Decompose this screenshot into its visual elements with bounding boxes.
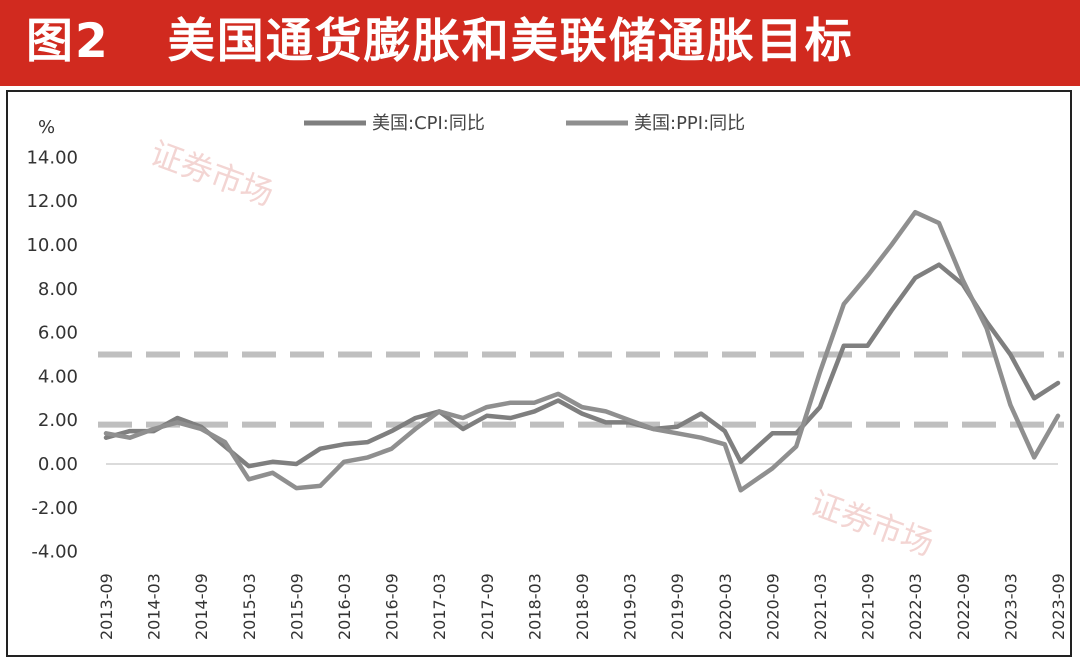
x-tick-label: 2019-03 [621, 573, 640, 640]
x-tick-label: 2022-03 [906, 573, 925, 640]
reference-lines [98, 351, 1064, 428]
x-tick-label: 2013-09 [97, 573, 116, 640]
x-tick-label: 2020-03 [716, 573, 735, 640]
chart-frame: 证券市场 证券市场 14.00 12.00 10.00 8.00 6.00 4.00 2.00… [6, 90, 1072, 657]
y-tick-label: 0.00 [38, 454, 78, 475]
y-tick-label: 6.00 [38, 323, 78, 344]
x-tick-label: 2017-03 [430, 573, 449, 640]
x-axis-ticks: 2013-09 2014-03 2014-09 2015-03 2015-09 2016-… [97, 573, 1068, 640]
watermark-text: 证券市场 [145, 134, 278, 213]
x-tick-label: 2017-09 [478, 573, 497, 640]
y-tick-label: 12.00 [26, 191, 78, 212]
banner-text: 图2 美国通货膨胀和美联储通胀目标 [26, 12, 854, 72]
watermark-text: 证券市场 [805, 484, 938, 563]
y-axis-ticks: 14.00 12.00 10.00 8.00 6.00 4.00 2.00 0.00 -2.00… [26, 147, 78, 562]
x-tick-label: 2022-09 [954, 573, 973, 640]
x-tick-label: 2016-09 [383, 573, 402, 640]
legend-label: 美国:PPI:同比 [634, 113, 745, 134]
x-tick-label: 2023-09 [1049, 573, 1068, 640]
series-lines [103, 209, 1061, 493]
series-line-cpi [103, 262, 1061, 469]
x-tick-label: 2021-09 [859, 573, 878, 640]
x-tick-label: 2020-09 [763, 573, 782, 640]
title-banner: 图2 美国通货膨胀和美联储通胀目标 [0, 0, 1080, 86]
x-tick-label: 2019-09 [668, 573, 687, 640]
series-line-ppi [103, 209, 1061, 493]
y-tick-label: 2.00 [38, 410, 78, 431]
y-tick-label: 10.00 [26, 235, 78, 256]
x-tick-label: 2016-03 [335, 573, 354, 640]
y-tick-label: -2.00 [31, 498, 78, 519]
x-tick-label: 2018-09 [573, 573, 592, 640]
x-tick-label: 2015-09 [287, 573, 306, 640]
figure-title: 美国通货膨胀和美联储通胀目标 [167, 14, 854, 69]
legend-label: 美国:CPI:同比 [372, 113, 485, 134]
y-axis-unit-label: % [38, 117, 55, 138]
x-tick-label: 2021-03 [811, 573, 830, 640]
x-tick-label: 2014-09 [192, 573, 211, 640]
x-tick-label: 2014-03 [145, 573, 164, 640]
y-tick-label: 4.00 [38, 366, 78, 387]
legend: 美国:CPI:同比 美国:PPI:同比 [304, 113, 745, 134]
y-tick-label: -4.00 [31, 542, 78, 563]
x-tick-label: 2015-03 [240, 573, 259, 640]
y-tick-label: 14.00 [26, 147, 78, 168]
x-tick-label: 2018-03 [525, 573, 544, 640]
figure-label: 图2 [26, 14, 110, 69]
x-tick-label: 2023-03 [1001, 573, 1020, 640]
y-tick-label: 8.00 [38, 279, 78, 300]
